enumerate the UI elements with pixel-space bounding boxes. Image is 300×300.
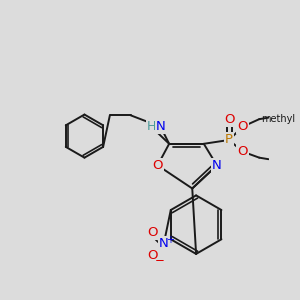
Text: −: −: [155, 254, 165, 267]
Text: N: N: [156, 120, 166, 134]
Text: N: N: [159, 237, 169, 250]
Text: methyl: methyl: [262, 114, 296, 124]
Text: O: O: [147, 226, 158, 239]
Text: H: H: [147, 120, 156, 134]
Text: O: O: [224, 113, 235, 126]
Text: O: O: [237, 145, 247, 158]
Text: O: O: [147, 249, 158, 262]
Text: P: P: [225, 134, 233, 146]
Text: N: N: [212, 159, 222, 172]
Text: O: O: [237, 120, 247, 134]
Text: O: O: [152, 159, 163, 172]
Text: +: +: [166, 235, 174, 245]
